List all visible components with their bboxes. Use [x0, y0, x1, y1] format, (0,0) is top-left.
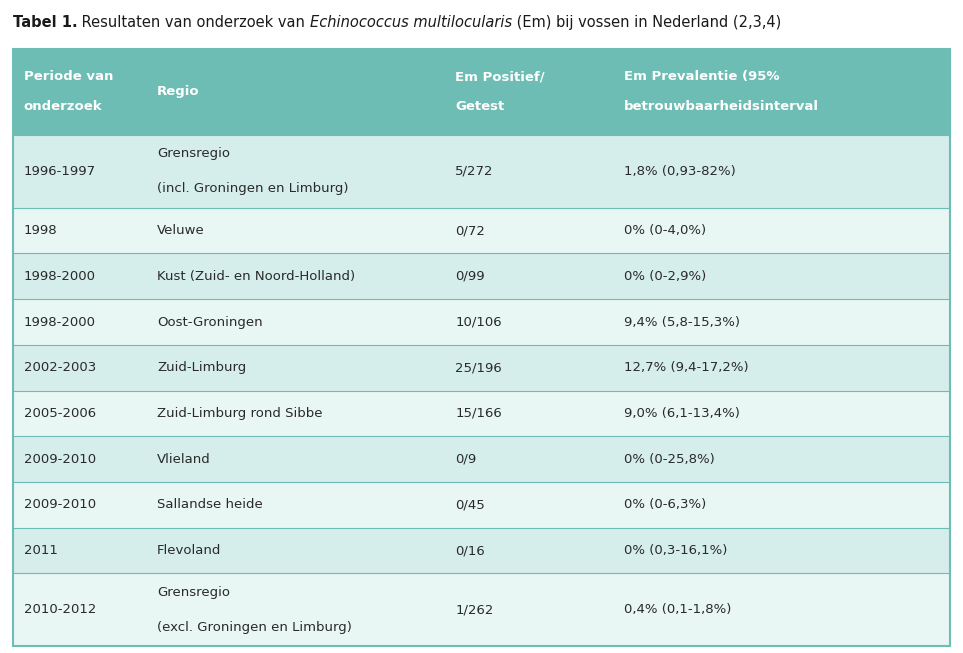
- Text: Sallandse heide: Sallandse heide: [157, 498, 263, 511]
- Text: 0,4% (0,1-1,8%): 0,4% (0,1-1,8%): [624, 603, 732, 616]
- Text: (Em) bij vossen in Nederland (2,3,4): (Em) bij vossen in Nederland (2,3,4): [511, 16, 781, 30]
- Text: Grensregio: Grensregio: [157, 147, 230, 160]
- Text: onderzoek: onderzoek: [24, 101, 102, 113]
- Text: Kust (Zuid- en Noord-Holland): Kust (Zuid- en Noord-Holland): [157, 270, 355, 283]
- Text: 1998: 1998: [24, 224, 58, 237]
- Text: Periode van: Periode van: [24, 71, 113, 84]
- Text: 2009-2010: 2009-2010: [24, 453, 96, 466]
- Text: 2010-2012: 2010-2012: [24, 603, 96, 616]
- Bar: [13, 208, 950, 253]
- Text: 2002-2003: 2002-2003: [24, 361, 96, 374]
- Text: 2005-2006: 2005-2006: [24, 407, 96, 420]
- Text: Zuid-Limburg: Zuid-Limburg: [157, 361, 247, 374]
- Bar: [13, 345, 950, 390]
- Text: Zuid-Limburg rond Sibbe: Zuid-Limburg rond Sibbe: [157, 407, 323, 420]
- Text: 0% (0-25,8%): 0% (0-25,8%): [624, 453, 715, 466]
- Text: Regio: Regio: [157, 86, 199, 99]
- Text: Oost-Groningen: Oost-Groningen: [157, 315, 263, 328]
- Bar: [13, 49, 950, 135]
- Text: 0/72: 0/72: [455, 224, 485, 237]
- Text: (excl. Groningen en Limburg): (excl. Groningen en Limburg): [157, 621, 351, 634]
- Bar: [13, 573, 950, 646]
- Bar: [13, 135, 950, 208]
- Bar: [13, 253, 950, 299]
- Text: 0/45: 0/45: [455, 498, 485, 511]
- Text: 0/9: 0/9: [455, 453, 477, 466]
- Text: betrouwbaarheidsinterval: betrouwbaarheidsinterval: [624, 101, 820, 113]
- Text: 0% (0-2,9%): 0% (0-2,9%): [624, 270, 706, 283]
- Bar: [13, 436, 950, 482]
- Text: Em Prevalentie (95%: Em Prevalentie (95%: [624, 71, 780, 84]
- Text: 5/272: 5/272: [455, 165, 494, 178]
- Text: 2011: 2011: [24, 544, 58, 557]
- Text: Flevoland: Flevoland: [157, 544, 221, 557]
- Text: Getest: Getest: [455, 101, 505, 113]
- Bar: [13, 299, 950, 345]
- Text: 9,0% (6,1-13,4%): 9,0% (6,1-13,4%): [624, 407, 740, 420]
- Text: 2009-2010: 2009-2010: [24, 498, 96, 511]
- Text: Vlieland: Vlieland: [157, 453, 211, 466]
- Bar: [13, 482, 950, 528]
- Text: 0% (0,3-16,1%): 0% (0,3-16,1%): [624, 544, 727, 557]
- Text: 1/262: 1/262: [455, 603, 494, 616]
- Text: (incl. Groningen en Limburg): (incl. Groningen en Limburg): [157, 182, 349, 195]
- Text: 0/99: 0/99: [455, 270, 484, 283]
- Text: Em Positief/: Em Positief/: [455, 71, 545, 84]
- Text: 0% (0-4,0%): 0% (0-4,0%): [624, 224, 706, 237]
- Text: 1998-2000: 1998-2000: [24, 270, 95, 283]
- Text: 0% (0-6,3%): 0% (0-6,3%): [624, 498, 706, 511]
- Text: 9,4% (5,8-15,3%): 9,4% (5,8-15,3%): [624, 315, 741, 328]
- Text: 1996-1997: 1996-1997: [24, 165, 96, 178]
- Text: Resultaten van onderzoek van: Resultaten van onderzoek van: [77, 16, 310, 30]
- Bar: [13, 390, 950, 436]
- Text: Veluwe: Veluwe: [157, 224, 205, 237]
- Text: 15/166: 15/166: [455, 407, 502, 420]
- Text: 25/196: 25/196: [455, 361, 502, 374]
- Text: Echinococcus multilocularis: Echinococcus multilocularis: [310, 16, 511, 30]
- Text: 10/106: 10/106: [455, 315, 502, 328]
- Bar: [13, 528, 950, 573]
- Text: Grensregio: Grensregio: [157, 586, 230, 599]
- Text: 1998-2000: 1998-2000: [24, 315, 95, 328]
- Text: 1,8% (0,93-82%): 1,8% (0,93-82%): [624, 165, 736, 178]
- Text: Tabel 1.: Tabel 1.: [13, 16, 77, 30]
- Text: 12,7% (9,4-17,2%): 12,7% (9,4-17,2%): [624, 361, 748, 374]
- Text: 0/16: 0/16: [455, 544, 485, 557]
